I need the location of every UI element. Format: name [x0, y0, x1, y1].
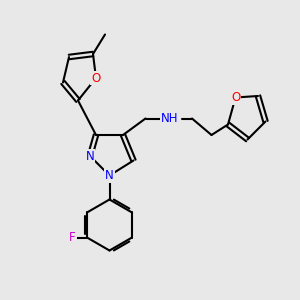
Text: N: N [85, 149, 94, 163]
Text: O: O [231, 91, 240, 104]
Text: O: O [92, 71, 100, 85]
Text: NH: NH [161, 112, 178, 125]
Text: F: F [69, 231, 76, 244]
Text: N: N [105, 169, 114, 182]
